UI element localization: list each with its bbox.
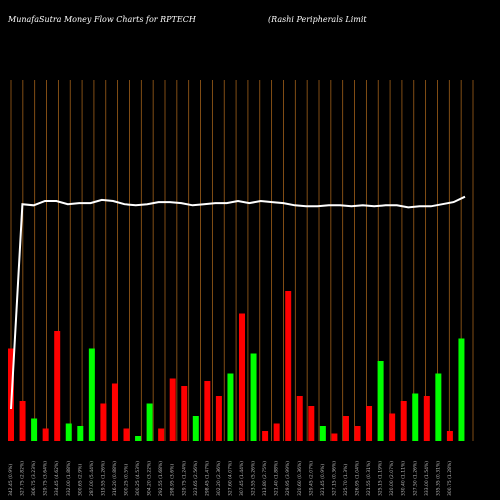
x-tick-label: 321.45 (0.9%) bbox=[320, 464, 326, 496]
x-tick-label: 320.60 (0.36%) bbox=[297, 461, 303, 496]
grid-lines bbox=[10, 80, 474, 441]
flow-bar bbox=[123, 428, 130, 441]
chart-title: MunafaSutra Money Flow Charts for RPTECH bbox=[8, 15, 196, 24]
x-tick-label: 313.80 (2.75%) bbox=[262, 461, 268, 496]
x-tick-label: 327.15 (0.36%) bbox=[331, 461, 337, 496]
x-tick-label: 300.25 (0.5%) bbox=[124, 464, 130, 496]
flow-bar bbox=[42, 428, 49, 441]
flow-bar bbox=[19, 401, 26, 441]
x-tick-label: 292.55 (1.68%) bbox=[158, 461, 164, 496]
x-tick-label: 307.45 (1.44%) bbox=[239, 461, 245, 496]
flow-bar bbox=[111, 383, 118, 441]
flow-bar bbox=[181, 386, 188, 441]
flow-bar bbox=[400, 401, 407, 441]
flow-bar bbox=[239, 313, 245, 441]
flow-bar bbox=[215, 396, 222, 441]
x-tick-label: 335.35 (0.31%) bbox=[435, 461, 441, 496]
x-tick-label: 321.40 (1.88%) bbox=[274, 461, 280, 496]
flow-bar bbox=[88, 348, 95, 441]
chart-subtitle: (Rashi Peripherals Limit bbox=[268, 15, 367, 24]
x-tick-label: 325.70 (1.3%) bbox=[343, 464, 349, 496]
flow-bar bbox=[158, 428, 165, 441]
flow-bar bbox=[262, 431, 269, 441]
flow-bar bbox=[435, 373, 442, 441]
x-tick-label: 332.00 (1.88%) bbox=[66, 461, 72, 496]
x-tick-label: 327.50 (1.26%) bbox=[412, 461, 418, 496]
x-tick-label: 327.60 (4.07%) bbox=[228, 461, 234, 496]
flow-bar bbox=[135, 436, 142, 441]
x-tick-labels: 342.45 (0.9%) 327.75 (2.82%) 306.75 (3.23%… bbox=[8, 461, 453, 496]
flow-bar bbox=[54, 331, 61, 441]
x-tick-label: 306.75 (3.23%) bbox=[31, 461, 37, 496]
flow-bar bbox=[389, 413, 396, 441]
flow-bar bbox=[285, 291, 292, 441]
x-tick-label: 329.75 (3.64%) bbox=[43, 461, 49, 496]
flow-bar bbox=[366, 406, 373, 441]
price-line-series bbox=[10, 195, 466, 410]
x-tick-label: 316.20 (0.88%) bbox=[112, 461, 118, 496]
x-tick-label: 298.95 (3.6%) bbox=[170, 464, 176, 496]
flow-bar bbox=[296, 396, 303, 441]
flow-bar bbox=[446, 431, 453, 441]
flow-bar bbox=[227, 373, 234, 441]
flow-bar bbox=[273, 423, 280, 441]
flow-bar bbox=[100, 403, 107, 441]
flow-bar bbox=[412, 393, 419, 441]
x-tick-label: 325.15 (1.19%) bbox=[378, 461, 384, 496]
flow-bar bbox=[204, 381, 211, 441]
x-tick-label: 323.55 (5.26%) bbox=[251, 461, 257, 496]
flow-bar bbox=[77, 426, 84, 441]
flow-bar bbox=[308, 406, 315, 441]
flow-bar bbox=[192, 416, 199, 441]
flow-bar bbox=[250, 353, 257, 441]
flow-bar bbox=[169, 378, 176, 441]
x-tick-label: 298.45 (1.47%) bbox=[204, 461, 210, 496]
x-tick-label: 300.65 (2.9%) bbox=[77, 464, 83, 496]
x-tick-label: 320.00 (2.07%) bbox=[389, 461, 395, 496]
price-line bbox=[10, 195, 466, 410]
x-tick-label: 321.55 (0.31%) bbox=[366, 461, 372, 496]
flow-bar bbox=[331, 433, 338, 441]
flow-bar bbox=[354, 426, 361, 441]
x-tick-label: 342.45 (0.9%) bbox=[8, 464, 14, 496]
flow-bar bbox=[423, 396, 430, 441]
x-tick-label: 319.55 (1.26%) bbox=[100, 461, 106, 496]
x-tick-label: 300.75 (1.28%) bbox=[447, 461, 453, 496]
flow-bar bbox=[458, 338, 465, 441]
x-tick-label: 326.95 (1.04%) bbox=[355, 461, 361, 496]
x-tick-label: 329.75 (1.24%) bbox=[181, 461, 187, 496]
flow-bar bbox=[342, 416, 349, 441]
x-tick-label: 323.65 (2.56%) bbox=[193, 461, 199, 496]
flow-bar bbox=[65, 423, 72, 441]
x-tick-label: 300.25 (4.53%) bbox=[135, 461, 141, 496]
flow-bar bbox=[31, 418, 38, 441]
flow-bar bbox=[377, 361, 384, 441]
x-tick-label: 334.45 (4.62%) bbox=[54, 461, 60, 496]
x-tick-label: 302.20 (2.36%) bbox=[216, 461, 222, 496]
flow-bar bbox=[319, 426, 326, 441]
x-tick-label: 287.00 (5.44%) bbox=[89, 461, 95, 496]
x-tick-label: 329.45 (2.07%) bbox=[308, 461, 314, 496]
x-tick-label: 330.40 (1.11%) bbox=[401, 461, 407, 496]
x-tick-label: 304.20 (3.22%) bbox=[147, 461, 153, 496]
x-tick-label: 327.75 (2.82%) bbox=[20, 461, 26, 496]
flow-bar bbox=[146, 403, 153, 441]
x-tick-label: 329.95 (3.99%) bbox=[285, 461, 291, 496]
x-tick-label: 333.00 (1.54%) bbox=[424, 461, 430, 496]
